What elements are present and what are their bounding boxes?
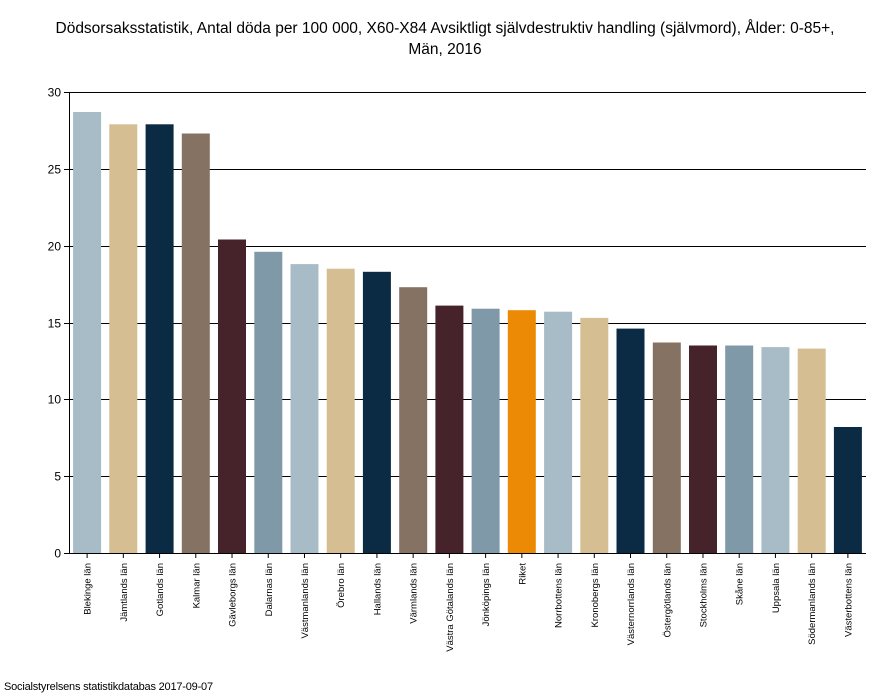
bar bbox=[218, 239, 246, 553]
x-tick-label: Gotlands län bbox=[155, 563, 166, 616]
bar bbox=[544, 311, 573, 553]
bar bbox=[761, 347, 790, 553]
y-tick-label: 15 bbox=[48, 317, 62, 331]
bar bbox=[435, 305, 464, 553]
x-tick-label: Värmlands län bbox=[409, 563, 420, 624]
x-tick-label: Norrbottens län bbox=[554, 563, 565, 628]
x-tick-label: Västerbottens län bbox=[843, 563, 854, 637]
x-tick-label: Skåne län bbox=[735, 563, 746, 605]
x-tick-label: Södermanlands län bbox=[807, 563, 818, 645]
y-tick-labels: 0 5 10 15 20 25 30 bbox=[48, 86, 62, 561]
x-tick-label: Jämtlands län bbox=[119, 563, 130, 622]
bar bbox=[580, 317, 609, 553]
x-tick-label: Dalarnas län bbox=[264, 563, 275, 616]
bar bbox=[833, 427, 862, 553]
x-tick-labels: Blekinge län Jämtlands län Gotlands län Kal… bbox=[83, 563, 855, 652]
bar-chart: 0 5 10 15 20 25 30 Blekinge län Jämtlands län Go… bbox=[48, 86, 866, 652]
x-tick-label: Riket bbox=[517, 563, 528, 585]
x-tick-label: Kalmar län bbox=[191, 563, 202, 608]
bar bbox=[652, 342, 681, 553]
bar bbox=[326, 268, 355, 553]
x-tick-label: Blekinge län bbox=[83, 563, 94, 615]
y-tick-label: 10 bbox=[48, 393, 62, 407]
bar bbox=[109, 124, 138, 554]
bar bbox=[797, 348, 826, 553]
chart-title: Dödsorsaksstatistik, Antal döda per 100 … bbox=[55, 20, 835, 58]
y-tick-label: 20 bbox=[48, 240, 62, 254]
x-tick-label: Gävleborgs län bbox=[228, 563, 239, 627]
bar bbox=[181, 133, 210, 553]
x-tick-label: Örebro län bbox=[336, 563, 347, 608]
source-note: Socialstyrelsens statistikdatabas 2017-0… bbox=[4, 681, 213, 693]
y-tick-label: 0 bbox=[54, 547, 61, 561]
x-tick-label: Västmanlands län bbox=[300, 563, 311, 639]
bars bbox=[73, 112, 862, 554]
x-tick-label: Stockholms län bbox=[698, 563, 709, 627]
x-tick-label: Kronobergs län bbox=[590, 563, 601, 627]
bar bbox=[399, 287, 428, 553]
bar bbox=[73, 112, 102, 553]
x-tick-label: Uppsala län bbox=[771, 563, 782, 613]
bar bbox=[145, 124, 174, 554]
x-tick-label: Östergötlands län bbox=[662, 563, 673, 637]
y-tick-label: 30 bbox=[48, 86, 62, 100]
bar bbox=[725, 345, 754, 553]
x-tick-label: Jönköpings län bbox=[481, 563, 492, 626]
bar bbox=[362, 271, 391, 553]
y-tick-label: 25 bbox=[48, 163, 62, 177]
x-tick-label: Hallands län bbox=[372, 563, 383, 615]
axes bbox=[64, 92, 866, 558]
bar bbox=[254, 251, 283, 554]
bar bbox=[471, 308, 500, 553]
y-tick-label: 5 bbox=[54, 470, 61, 484]
bar bbox=[689, 345, 717, 553]
bar bbox=[507, 310, 536, 553]
bar bbox=[290, 264, 319, 553]
x-tick-label: Västra Götalands län bbox=[445, 563, 456, 652]
x-tick-label: Västernorrlands län bbox=[626, 563, 637, 645]
bar bbox=[616, 328, 645, 553]
